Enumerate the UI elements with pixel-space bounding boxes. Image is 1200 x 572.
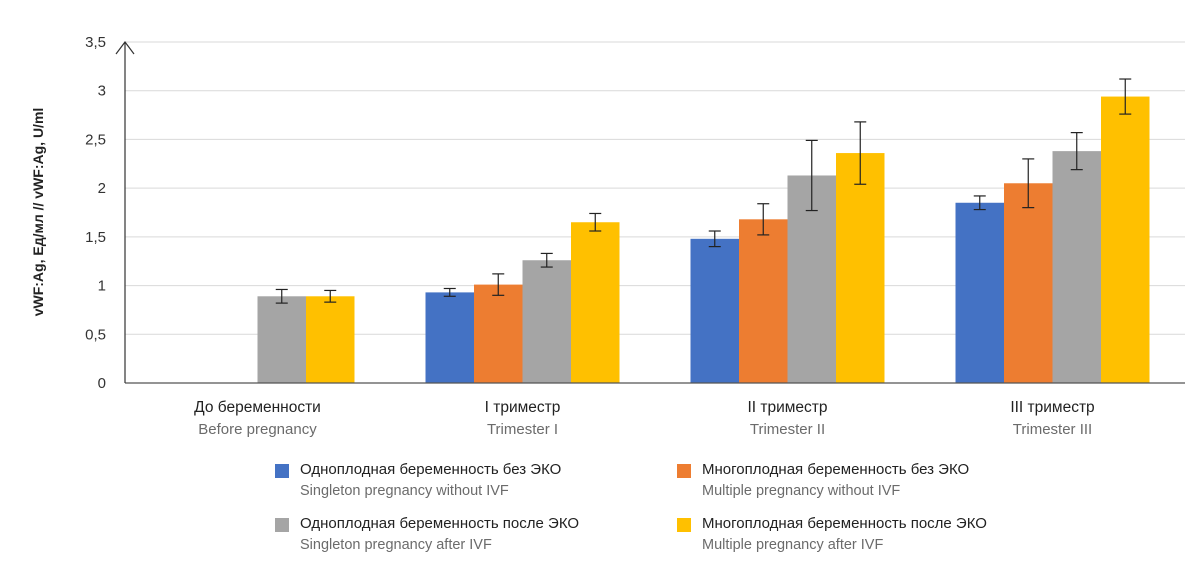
bar — [1101, 96, 1150, 383]
x-axis-categories: До беременности Before pregnancy I тримест… — [194, 399, 1095, 438]
x-category-label-en: Trimester I — [487, 421, 558, 438]
legend-label-en: Singleton pregnancy without IVF — [300, 483, 509, 499]
legend-label-ru: Одноплодная беременность без ЭКО — [300, 461, 562, 478]
bar — [571, 222, 620, 383]
legend-swatch — [677, 464, 691, 478]
bar — [836, 153, 885, 383]
legend-label-ru: Одноплодная беременность после ЭКО — [300, 515, 580, 532]
axes — [115, 41, 1185, 384]
bar — [1004, 183, 1053, 383]
x-category-label-en: Before pregnancy — [198, 421, 317, 438]
x-category-label-en: Trimester II — [750, 421, 825, 438]
error-bars — [275, 78, 1132, 304]
x-category-label-ru: I триместр — [485, 399, 561, 416]
y-axis-label: vWF:Ag, Ед/мл // vWF:Ag, U/ml — [30, 108, 46, 317]
legend-swatch — [677, 518, 691, 532]
bar — [739, 219, 788, 383]
legend-label-en: Multiple pregnancy after IVF — [702, 537, 884, 553]
y-axis-arrow — [115, 41, 135, 55]
bar — [690, 238, 739, 383]
y-tick-label: 0 — [98, 375, 106, 392]
legend-label-en: Singleton pregnancy after IVF — [300, 537, 492, 553]
bar — [1052, 151, 1101, 383]
legend-item-multiple-no-ivf: Многоплодная беременность без ЭКО Multip… — [677, 461, 1077, 505]
x-category-label-ru: III триместр — [1010, 399, 1094, 416]
x-category-label-en: Trimester III — [1013, 421, 1092, 438]
bar-chart: 0 0,5 1 1,5 2 2,5 3 3,5 До беременности Before p… — [30, 34, 1185, 438]
y-tick-label: 1,5 — [85, 229, 106, 246]
legend-item-singleton-ivf: Одноплодная беременность после ЭКО Singl… — [275, 515, 675, 559]
legend-item-multiple-ivf: Многоплодная беременность после ЭКО Mult… — [677, 515, 1077, 559]
y-tick-label: 2,5 — [85, 131, 106, 148]
y-tick-label: 1 — [98, 278, 106, 295]
legend-swatch — [275, 518, 289, 532]
legend-label-ru: Многоплодная беременность без ЭКО — [702, 461, 970, 478]
legend-label-ru: Многоплодная беременность после ЭКО — [702, 515, 987, 532]
bar — [522, 260, 571, 383]
legend-label-en: Multiple pregnancy without IVF — [702, 483, 901, 499]
bar — [257, 296, 306, 383]
grid-lines — [125, 41, 1185, 335]
y-tick-label: 3 — [98, 83, 106, 100]
bar — [425, 292, 474, 383]
y-axis-ticks: 0 0,5 1 1,5 2 2,5 3 3,5 — [85, 34, 106, 392]
x-category-label-ru: До беременности — [194, 399, 321, 416]
bar — [306, 296, 355, 383]
legend: Одноплодная беременность без ЭКО Singlet… — [275, 461, 1095, 567]
y-tick-label: 0,5 — [85, 326, 106, 343]
x-category-label-ru: II триместр — [747, 399, 827, 416]
legend-swatch — [275, 464, 289, 478]
bar — [955, 202, 1004, 383]
y-tick-label: 3,5 — [85, 34, 106, 51]
bar — [474, 284, 523, 383]
bars — [257, 96, 1150, 383]
legend-item-singleton-no-ivf: Одноплодная беременность без ЭКО Singlet… — [275, 461, 675, 505]
y-tick-label: 2 — [98, 180, 106, 197]
